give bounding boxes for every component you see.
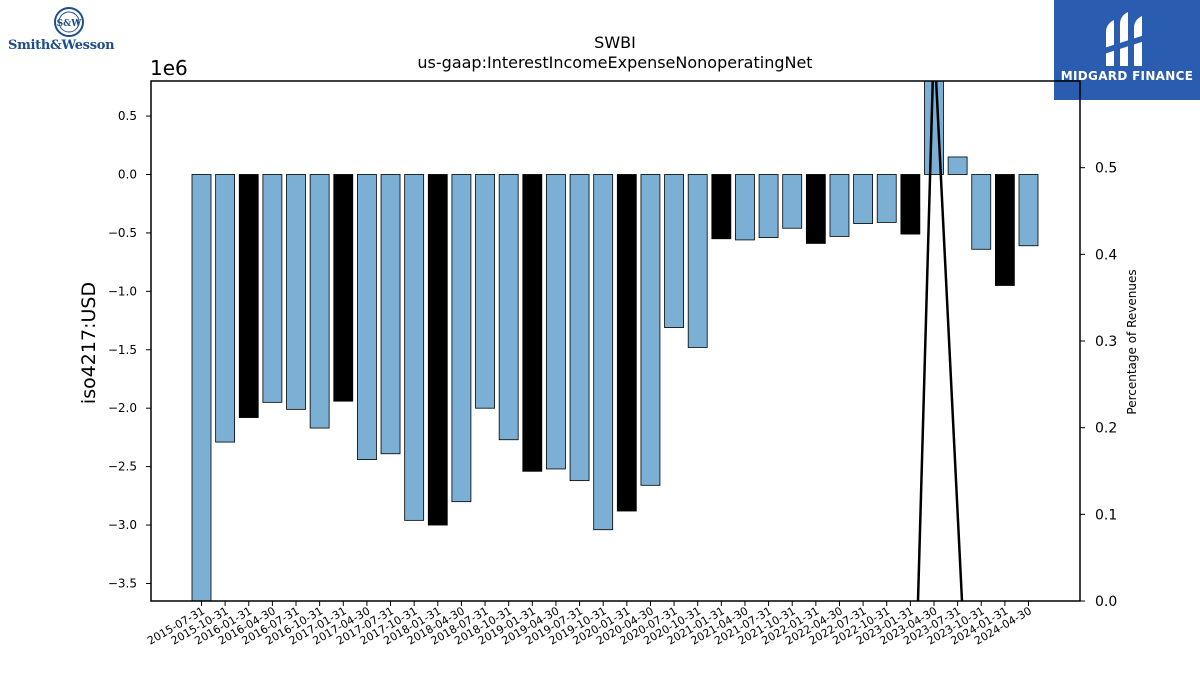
bar-2016-07-31 xyxy=(286,174,306,410)
bar-2016-04-30 xyxy=(262,174,283,403)
bar-2019-01-31 xyxy=(522,174,543,472)
percentage-of-revenues-line xyxy=(916,81,964,601)
y-tick-label: −2.0 xyxy=(108,401,137,415)
smith-wesson-emblem-icon: S&W xyxy=(54,7,84,37)
right-axis-ticks: 0.5 0.4 0.3 0.2 0.1 0.0 xyxy=(1080,161,1117,610)
y-tick-label: 0.0 xyxy=(118,167,137,181)
bar-2017-10-31 xyxy=(404,174,425,521)
y-tick-label: 0.5 xyxy=(118,109,137,123)
smith-wesson-logo: S&W Smith&Wesson xyxy=(6,6,130,56)
bar-2018-10-31 xyxy=(498,174,519,441)
chart-subtitle: us-gaap:InterestIncomeExpenseNonoperatin… xyxy=(417,53,812,72)
bar-2017-07-31 xyxy=(380,174,401,455)
bar-2020-01-31 xyxy=(616,174,637,512)
bars-layer xyxy=(191,81,1039,601)
bar-2023-10-31 xyxy=(971,174,992,250)
bar-2015-07-31 xyxy=(191,174,212,601)
midgard-finance-logo: MIDGARD FINANCE xyxy=(1054,0,1200,100)
y2-axis-label: Percentage of Revenues xyxy=(1125,269,1139,414)
y2-tick-label: 0.1 xyxy=(1095,507,1117,523)
y2-tick-label: 0.0 xyxy=(1095,594,1117,610)
chart-title: SWBI xyxy=(594,33,636,52)
bar-2019-07-31 xyxy=(569,174,590,482)
y-axis-label: iso4217:USD xyxy=(78,282,100,404)
y2-tick-label: 0.5 xyxy=(1095,161,1117,177)
bar-2015-10-31 xyxy=(215,174,236,443)
y-tick-label: −0.5 xyxy=(108,226,137,240)
smith-wesson-wordmark: Smith&Wesson xyxy=(8,38,115,53)
y-tick-label: −1.5 xyxy=(108,343,137,357)
bar-2019-04-30 xyxy=(546,174,566,470)
left-axis-ticks: 0.5 0.0 −0.5 −1.0 −1.5 −2.0 −2.5 −3.0 −3.5 xyxy=(108,109,151,590)
y-tick-label: −3.0 xyxy=(108,518,137,532)
bar-2020-07-31 xyxy=(664,174,684,328)
bar-2021-07-31 xyxy=(758,174,779,238)
bar-2022-07-31 xyxy=(853,174,873,224)
bar-2020-10-31 xyxy=(687,174,708,348)
bar-2022-04-30 xyxy=(829,174,850,237)
bar-2016-10-31 xyxy=(309,174,330,429)
bar-2021-01-31 xyxy=(711,174,732,240)
bar-2018-04-30 xyxy=(451,174,472,503)
bar-2024-04-30 xyxy=(1018,174,1039,247)
bar-2017-01-31 xyxy=(333,174,354,402)
bar-2023-01-31 xyxy=(900,174,921,235)
midgard-emblem-icon xyxy=(1104,12,1148,66)
bar-2018-07-31 xyxy=(475,174,495,409)
bar-2017-04-30 xyxy=(356,174,377,461)
bar-2021-04-30 xyxy=(735,174,755,241)
bar-2019-10-31 xyxy=(593,174,614,531)
y-axis-offset-label: 1e6 xyxy=(150,56,188,80)
bar-2022-10-31 xyxy=(876,174,897,223)
y-tick-label: −3.5 xyxy=(108,576,137,590)
y2-tick-label: 0.4 xyxy=(1095,247,1117,263)
bar-2021-10-31 xyxy=(782,174,803,229)
bar-2023-07-31 xyxy=(947,156,968,175)
y2-tick-label: 0.3 xyxy=(1095,334,1117,350)
bar-2024-01-31 xyxy=(994,174,1015,286)
bar-2020-04-30 xyxy=(640,174,661,486)
percentage-line-layer xyxy=(916,81,964,601)
bar-2022-01-31 xyxy=(805,174,826,244)
svg-text:S&W: S&W xyxy=(57,19,83,29)
y2-tick-label: 0.2 xyxy=(1095,421,1117,437)
y-tick-label: −2.5 xyxy=(108,460,137,474)
midgard-finance-label: MIDGARD FINANCE xyxy=(1060,69,1194,83)
bar-2016-01-31 xyxy=(238,174,259,418)
bar-2018-01-31 xyxy=(427,174,448,526)
x-axis-ticks: 2015-07-312015-10-312016-01-312016-04-30… xyxy=(145,601,1034,648)
y-tick-label: −1.0 xyxy=(108,284,137,298)
